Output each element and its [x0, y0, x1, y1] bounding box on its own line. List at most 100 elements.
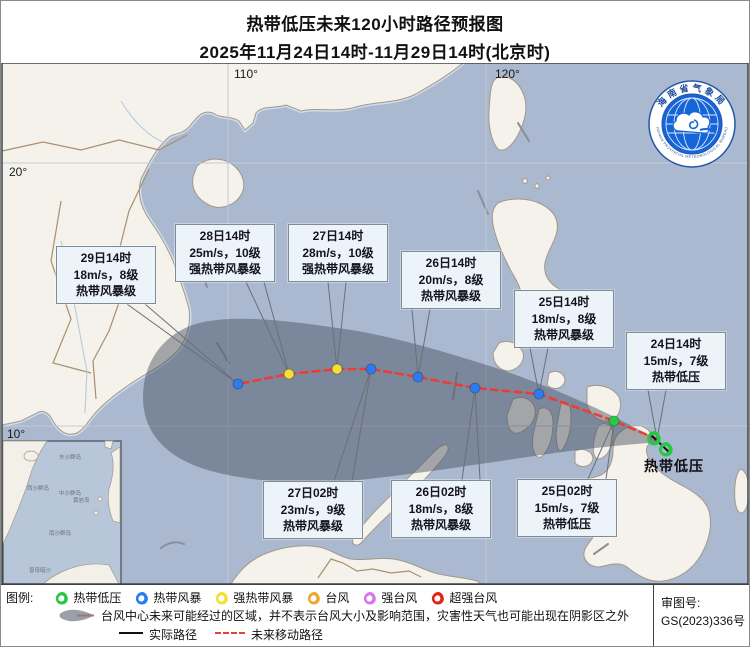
legend-title: 图例:	[6, 591, 34, 605]
forecast-category: 热带风暴级	[420, 289, 481, 304]
callout-leader	[656, 389, 667, 440]
forecast-wind: 15m/s，7级	[643, 353, 709, 368]
forecast-label-box: 28日14时 25m/s，10级 强热带风暴级	[175, 224, 275, 282]
legend-item-label: 热带低压	[73, 591, 122, 605]
current-system-label: 热带低压	[644, 458, 704, 474]
callout-leader	[538, 347, 549, 395]
inset-island-label: 南沙群岛	[49, 529, 72, 537]
landmass-mainland	[2, 63, 467, 437]
forecast-label-box: 27日14时 28m/s，10级 强热带风暴级	[288, 224, 388, 282]
callout-leader	[245, 281, 290, 375]
legend-left: 图例: 热带低压 热带风暴 强热带风暴 台风 强台风 超强台风 台风中心未来可能经过的区域…	[1, 585, 653, 646]
actual-path-label: 实际路径	[149, 628, 198, 642]
callout-leader	[474, 387, 481, 481]
callout-leader	[605, 420, 615, 480]
forecast-label-box: 27日02时 23m/s，9级 热带风暴级	[263, 481, 363, 539]
forecast-label-box: 25日14时 18m/s，8级 热带风暴级	[514, 290, 614, 348]
callout-leader	[647, 389, 658, 440]
forecast-time: 25日02时	[541, 484, 593, 498]
callout-leader	[327, 281, 338, 370]
typhoon-category-icon	[364, 591, 377, 605]
forecast-category: 热带低压	[542, 517, 591, 532]
typhoon-category-icon	[136, 591, 149, 605]
future-path-label: 未来移动路径	[251, 628, 324, 642]
callout-leader	[333, 368, 372, 482]
title-block: 热带低压未来120小时路径预报图 2025年11月24日14时-11月29日14…	[1, 1, 749, 63]
forecast-cone	[142, 318, 662, 483]
forecast-category: 热带风暴级	[282, 519, 343, 534]
page-title: 热带低压未来120小时路径预报图	[246, 15, 504, 34]
actual-track-path	[649, 433, 671, 454]
forecast-point	[412, 371, 424, 383]
forecast-label-box: 29日14时 18m/s，8级 热带风暴级	[56, 246, 156, 304]
forecast-point	[608, 415, 620, 427]
forecast-wind: 28m/s，10级	[302, 245, 374, 260]
approval-label: 审图号:	[661, 596, 701, 610]
forecast-wind: 23m/s，9级	[280, 502, 346, 517]
inset-island-label: 东沙群岛	[59, 453, 82, 461]
typhoon-category-icon	[56, 591, 69, 605]
landmass-hainan	[192, 158, 245, 208]
forecast-point	[469, 382, 481, 394]
forecast-category: 强热带风暴级	[188, 262, 261, 277]
typhoon-category-icon	[432, 591, 445, 605]
future-path-icon	[215, 632, 246, 634]
forecast-wind: 15m/s，7级	[534, 500, 600, 515]
forecast-wind: 18m/s，8级	[73, 267, 139, 282]
callout-leader	[351, 368, 372, 482]
forecast-wind: 18m/s，8级	[531, 311, 597, 326]
forecast-time: 26日02时	[415, 485, 467, 499]
forecast-time: 27日14时	[312, 229, 364, 243]
forecast-point	[365, 363, 377, 375]
forecast-time: 25日14时	[538, 295, 590, 309]
approval-number-box: 审图号: GS(2023)336号	[653, 585, 749, 646]
cone-icon	[59, 609, 94, 622]
landmass-borneo	[230, 545, 482, 584]
inset-island-label: 黄岩岛	[73, 496, 90, 504]
legend-item: 台风	[307, 589, 349, 606]
forecast-time: 24日14时	[650, 337, 702, 351]
legend-item-label: 超强台风	[449, 591, 498, 605]
forecast-category: 热带风暴级	[410, 518, 471, 533]
forecast-point	[533, 388, 545, 400]
forecast-point	[232, 378, 244, 390]
future-track-path	[236, 367, 659, 441]
legend-row-categories: 图例: 热带低压 热带风暴 强热带风暴 台风 强台风 超强台风	[1, 589, 653, 606]
legend-row-cone: 台风中心未来可能经过的区域，并不表示台风大小及影响范围，灾害性天气也可能出现在阴…	[1, 607, 653, 624]
legend-item: 热带低压	[55, 589, 121, 606]
callout-leader	[529, 347, 540, 395]
forecast-time: 28日14时	[199, 229, 251, 243]
callout-leader	[461, 387, 476, 481]
approval-number: GS(2023)336号	[661, 614, 746, 628]
map-area	[2, 63, 748, 584]
forecast-wind: 20m/s，8级	[418, 272, 484, 287]
forecast-category: 热带低压	[651, 370, 700, 385]
forecast-point	[283, 368, 295, 380]
agency-logo: 海南省气象局 HAINAN PROVINCIAL METEOROLOGICAL …	[648, 80, 736, 168]
lon-label-110: 110°	[234, 67, 258, 81]
lat-label-10: 10°	[7, 427, 26, 441]
forecast-category: 热带风暴级	[533, 328, 594, 343]
forecast-wind: 18m/s，8级	[408, 501, 474, 516]
legend-row-paths: 实际路径 未来移动路径	[1, 626, 653, 643]
callout-leader	[263, 281, 290, 375]
callout-leader	[144, 303, 239, 385]
forecast-label-box: 26日02时 18m/s，8级 热带风暴级	[391, 480, 491, 538]
forecast-time: 27日02时	[287, 486, 339, 500]
typhoon-category-icon	[308, 591, 321, 605]
callout-leader	[411, 308, 419, 378]
forecast-wind: 25m/s，10级	[189, 245, 261, 260]
page-subtitle: 2025年11月24日14时-11月29日14时(北京时)	[199, 43, 551, 62]
callout-leader	[417, 308, 431, 378]
forecast-label-box: 24日14时 15m/s，7级 热带低压	[626, 332, 726, 390]
inset-island-label: 曾母暗沙	[29, 566, 52, 574]
forecast-point	[331, 363, 343, 375]
callout-leader	[336, 281, 347, 370]
callout-leader	[126, 303, 239, 385]
forecast-label-box: 25日02时 15m/s，7级 热带低压	[517, 479, 617, 537]
legend-item: 强热带风暴	[215, 589, 293, 606]
forecast-time: 26日14时	[425, 256, 477, 270]
